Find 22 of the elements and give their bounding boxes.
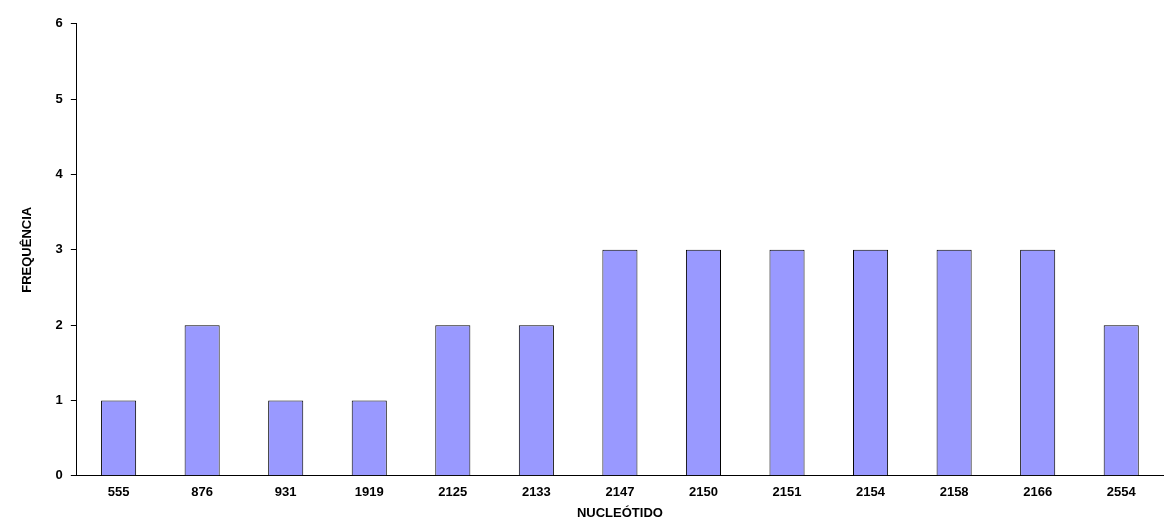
y-tick-label: 3 [55, 241, 63, 257]
x-tick-label: 2166 [1023, 484, 1053, 500]
x-tick-label: 2147 [605, 484, 635, 500]
x-tick-label: 2158 [939, 484, 969, 500]
x-tick-label: 555 [107, 484, 130, 500]
x-tick-label: 931 [274, 484, 297, 500]
x-tick-label: 2554 [1106, 484, 1137, 500]
x-tick-label: 2154 [856, 484, 886, 500]
x-tick-label: 2150 [689, 484, 718, 500]
y-tick-label: 5 [55, 90, 63, 106]
x-axis-title: NUCLEÓTIDO [576, 504, 663, 520]
x-tick-label: 2125 [438, 484, 468, 500]
y-tick-label: 2 [55, 316, 63, 332]
x-tick-label: 2151 [772, 484, 802, 500]
y-tick-label: 6 [55, 15, 63, 31]
x-tick-label: 876 [191, 484, 214, 500]
x-tick-label: 2133 [521, 484, 551, 500]
y-tick-label: 0 [55, 467, 63, 483]
y-tick-label: 4 [55, 166, 64, 182]
y-axis-title: FREQUÊNCIA [19, 206, 35, 293]
x-tick-label: 1919 [354, 484, 384, 500]
y-tick-label: 1 [55, 392, 63, 408]
